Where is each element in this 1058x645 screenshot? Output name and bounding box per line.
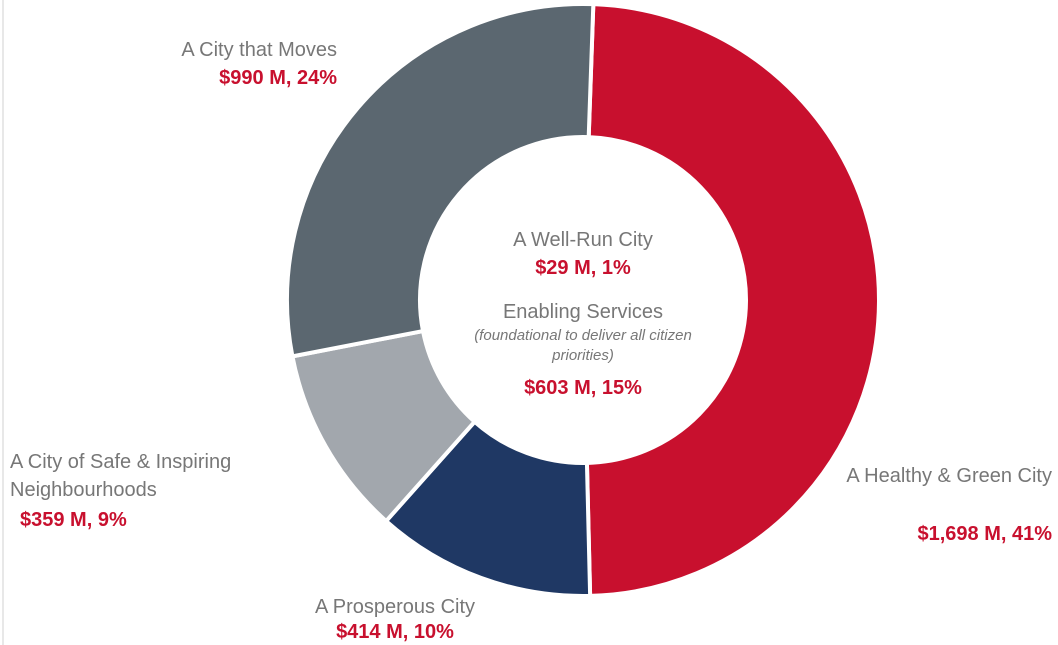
center-note: (foundational to deliver all citizen pri…: [474, 327, 692, 364]
value-label: $1,698 M, 41%: [917, 523, 1052, 545]
center-value: $29 M, 1%: [535, 257, 631, 279]
value-label: $990 M, 24%: [219, 67, 337, 89]
value-label: $359 M, 9%: [20, 509, 127, 531]
center-label: A Well-Run City: [513, 229, 653, 251]
segment-label: A City of Safe & Inspiring Neighbourhood…: [10, 451, 232, 501]
segment-label: A Prosperous City: [314, 596, 476, 618]
segment-label: A City that Moves: [181, 39, 337, 61]
value-label: $414 M, 10%: [336, 621, 454, 643]
center-label: Enabling Services: [502, 301, 664, 323]
center-value: $603 M, 15%: [524, 377, 642, 399]
donut-segment: [285, 2, 596, 359]
segment-label: A Healthy & Green City: [846, 465, 1052, 487]
donut-segment: [584, 2, 881, 598]
